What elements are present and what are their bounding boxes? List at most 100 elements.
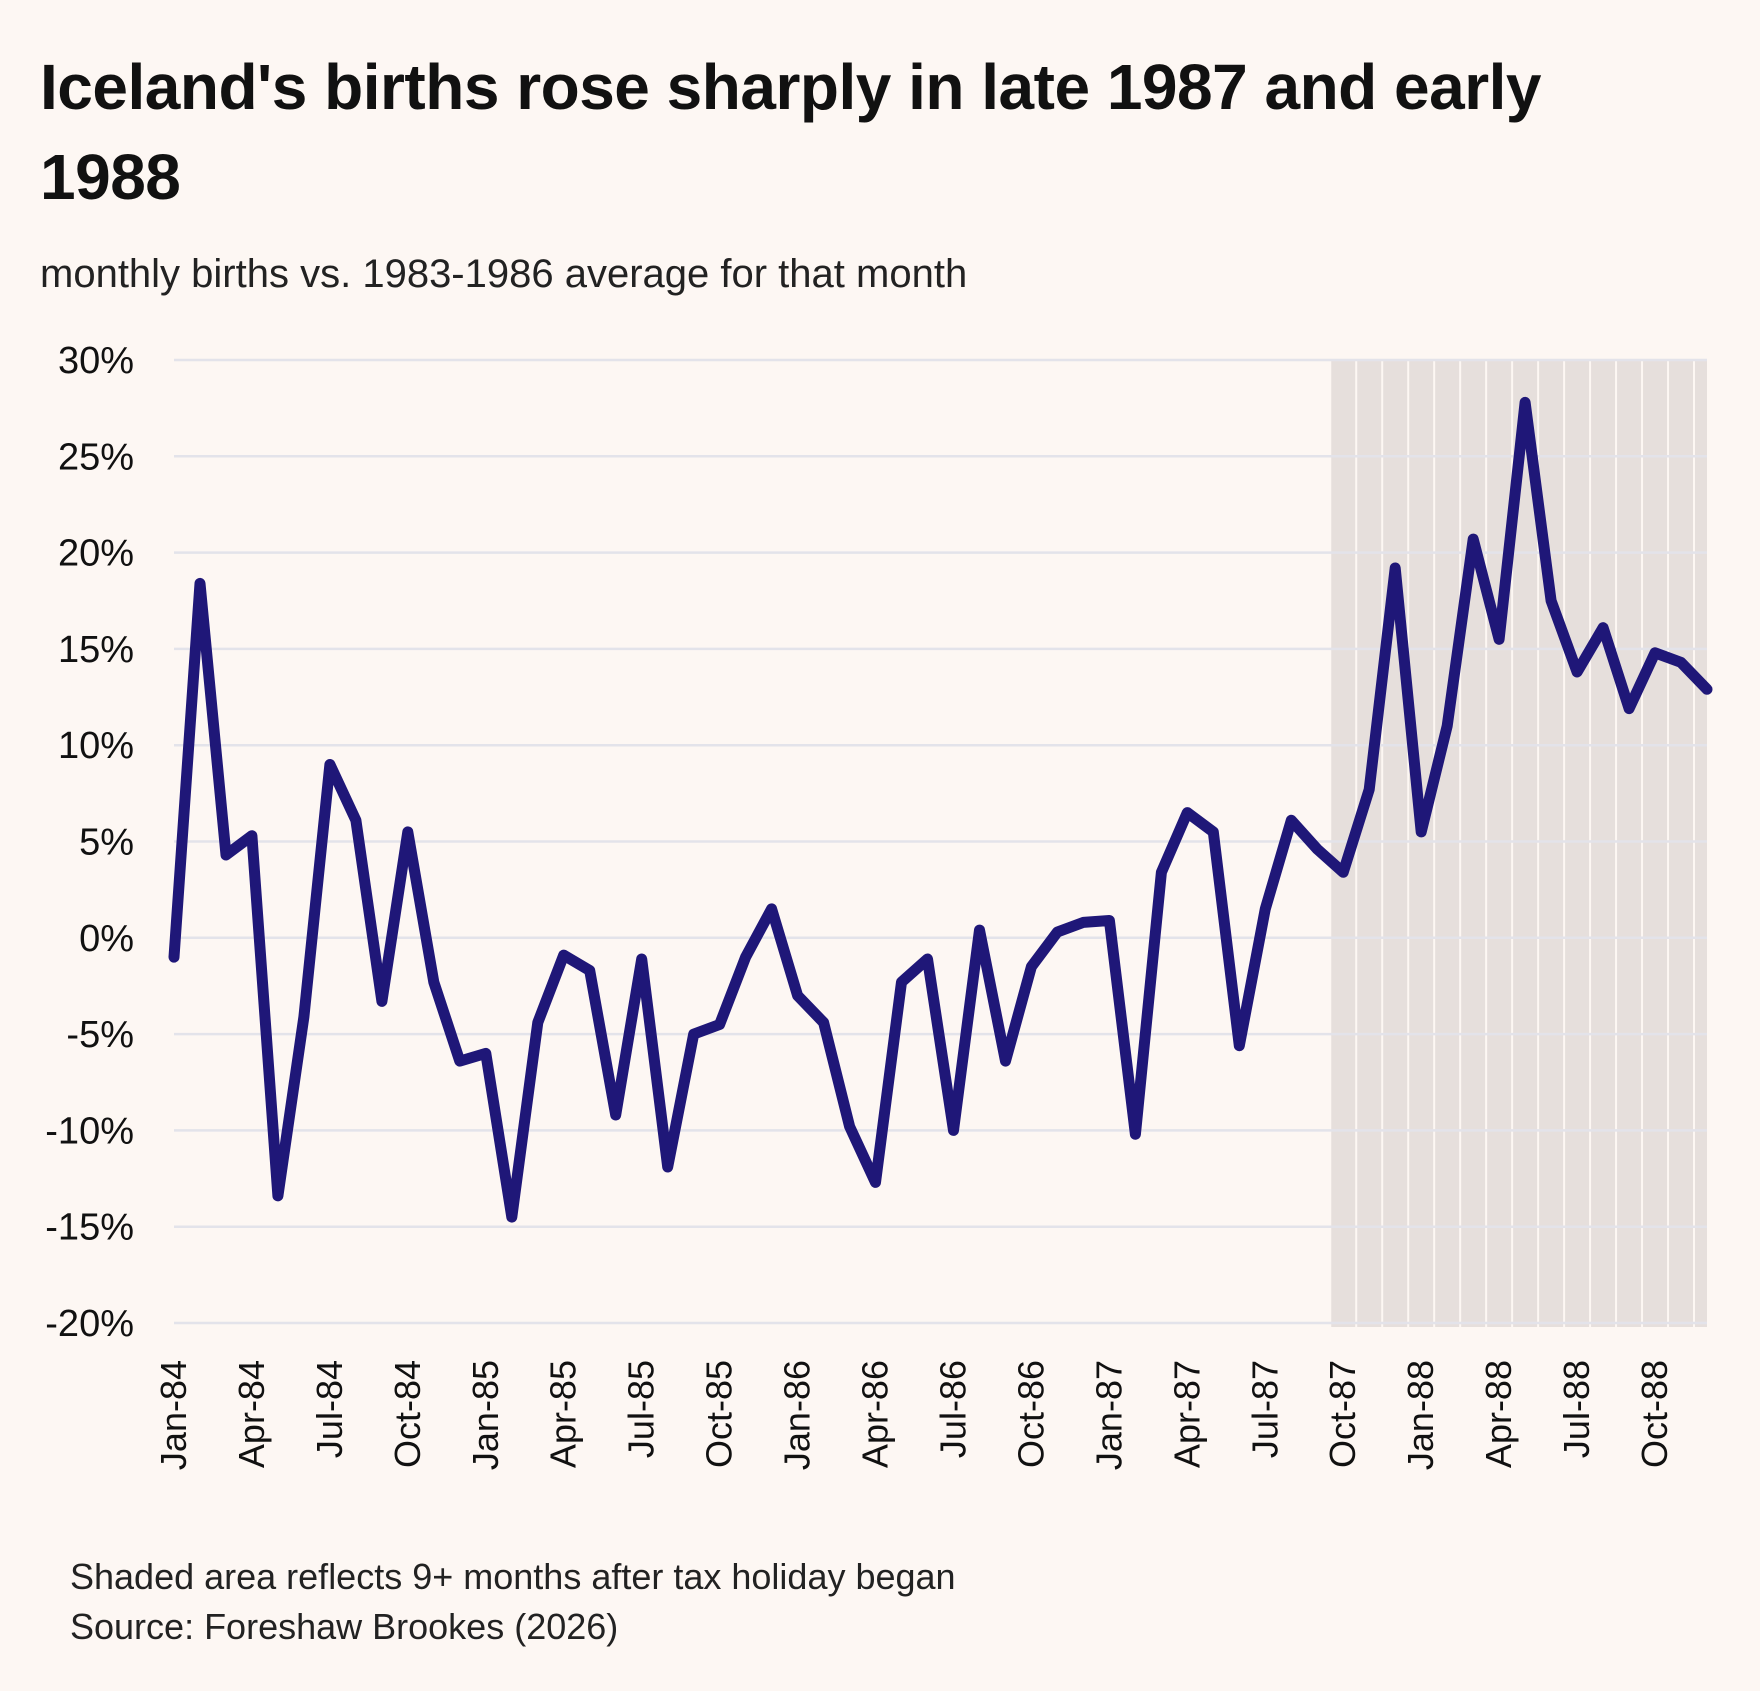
x-tick-label: Apr-87: [1166, 1360, 1207, 1468]
data-point: [1134, 1133, 1136, 1135]
y-tick-label: -5%: [66, 1014, 134, 1056]
data-point: [1316, 848, 1318, 850]
y-tick-label: 5%: [79, 822, 134, 864]
shade-bar: [1617, 360, 1642, 1327]
x-tick-label: Jan-87: [1088, 1360, 1129, 1470]
data-point: [1420, 831, 1422, 833]
x-tick-label: Apr-84: [231, 1360, 272, 1468]
x-tick-label: Jan-86: [777, 1360, 818, 1470]
y-tick-label: 10%: [58, 725, 134, 767]
y-tick-label: 15%: [58, 629, 134, 671]
shade-bar: [1409, 360, 1434, 1327]
data-point: [355, 819, 357, 821]
data-point: [173, 956, 175, 958]
shade-bar: [1591, 360, 1616, 1327]
chart-title: Iceland's births rose sharply in late 19…: [40, 51, 1542, 213]
x-tick-label: Jan-88: [1400, 1360, 1441, 1470]
y-axis-ticks: 30% 25% 20% 15% 10% 5% 0% -5% -10% -15% -20%: [45, 340, 134, 1345]
data-point: [563, 954, 565, 956]
shade-bar: [1643, 360, 1668, 1327]
x-tick-label: Jul-86: [932, 1360, 973, 1458]
data-point: [1472, 538, 1474, 540]
data-point: [1550, 600, 1552, 602]
data-point: [199, 582, 201, 584]
data-point: [641, 958, 643, 960]
data-point: [901, 981, 903, 983]
shade-bar: [1383, 360, 1408, 1327]
x-tick-label: Oct-85: [699, 1360, 740, 1468]
shade-bar: [1435, 360, 1460, 1327]
x-tick-label: Jul-87: [1244, 1360, 1285, 1458]
shade-bar: [1695, 360, 1707, 1327]
data-point: [1680, 661, 1682, 663]
y-tick-label: 0%: [79, 918, 134, 960]
x-tick-label: Oct-86: [1010, 1360, 1051, 1468]
series-layer: [168, 396, 1713, 1223]
y-tick-label: -10%: [45, 1110, 134, 1152]
data-point: [797, 995, 799, 997]
data-point: [589, 970, 591, 972]
data-point: [407, 831, 409, 833]
data-point: [381, 1000, 383, 1002]
x-tick-label: Apr-86: [855, 1360, 896, 1468]
y-tick-label: -15%: [45, 1207, 134, 1249]
data-point: [433, 981, 435, 983]
data-point: [1108, 919, 1110, 921]
y-tick-label: 30%: [58, 340, 134, 382]
data-point: [1030, 966, 1032, 968]
data-point: [251, 835, 253, 837]
data-point: [1498, 638, 1500, 640]
x-tick-label: Apr-88: [1478, 1360, 1519, 1468]
data-point: [952, 1129, 954, 1131]
x-tick-label: Oct-84: [387, 1360, 428, 1468]
data-point: [927, 958, 929, 960]
data-point: [1212, 831, 1214, 833]
shade-bar: [1669, 360, 1694, 1327]
data-point: [1056, 931, 1058, 933]
data-point: [1238, 1045, 1240, 1047]
data-point: [303, 1016, 305, 1018]
data-point: [1004, 1060, 1006, 1062]
shade-bar: [1487, 360, 1512, 1327]
shade-bar: [1565, 360, 1590, 1327]
data-point: [511, 1216, 513, 1218]
data-point: [1628, 708, 1630, 710]
shade-bar: [1513, 360, 1538, 1327]
data-point: [1576, 671, 1578, 673]
data-point: [693, 1033, 695, 1035]
data-point: [875, 1181, 877, 1183]
x-tick-label: Oct-88: [1634, 1360, 1675, 1468]
data-point: [1186, 812, 1188, 814]
data-point: [615, 1114, 617, 1116]
data-point: [667, 1166, 669, 1168]
x-axis-ticks: Jan-84 Apr-84 Jul-84 Oct-84 Jan-85 Apr-85 Jul-…: [153, 1360, 1675, 1470]
shade-bar: [1331, 360, 1356, 1327]
data-point: [485, 1052, 487, 1054]
shade-bar: [1461, 360, 1486, 1327]
data-point: [1368, 788, 1370, 790]
data-point: [1446, 725, 1448, 727]
data-point: [1602, 627, 1604, 629]
x-tick-label: Jul-84: [309, 1360, 350, 1458]
data-point: [823, 1022, 825, 1024]
data-point: [1160, 871, 1162, 873]
data-point: [771, 908, 773, 910]
source-note: Source: Foreshaw Brookes (2026): [70, 1606, 619, 1647]
x-tick-label: Jan-84: [153, 1360, 194, 1470]
y-tick-label: -20%: [45, 1303, 134, 1345]
data-point: [1524, 401, 1526, 403]
data-point: [719, 1023, 721, 1025]
x-tick-label: Apr-85: [543, 1360, 584, 1468]
data-point: [745, 956, 747, 958]
shaded-region: [1331, 360, 1707, 1327]
shade-note: Shaded area reflects 9+ months after tax…: [70, 1556, 956, 1597]
x-tick-label: Jul-85: [621, 1360, 662, 1458]
data-point: [459, 1060, 461, 1062]
x-tick-label: Oct-87: [1322, 1360, 1363, 1468]
y-tick-label: 25%: [58, 436, 134, 478]
data-point: [1394, 567, 1396, 569]
data-point: [978, 929, 980, 931]
chart-footer: Shaded area reflects 9+ months after tax…: [70, 1552, 956, 1652]
data-point: [1290, 819, 1292, 821]
